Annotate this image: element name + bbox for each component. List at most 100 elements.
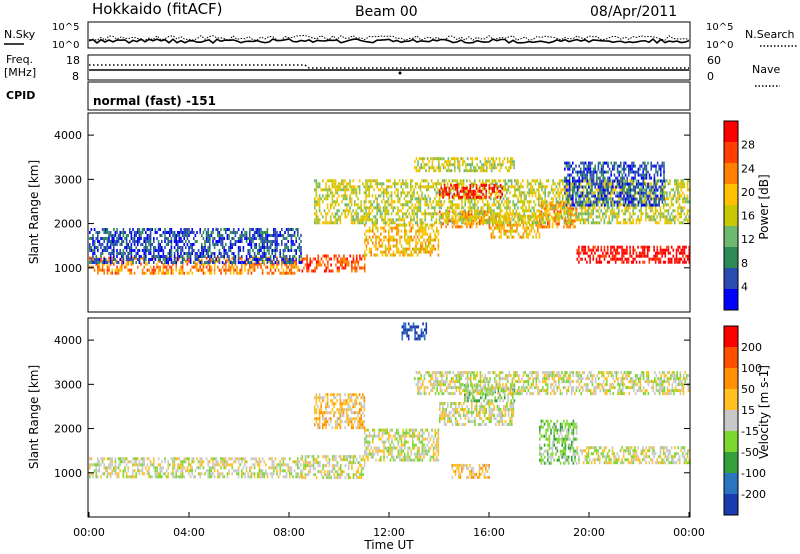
echo-cell [298, 237, 301, 240]
echo-cell [626, 203, 628, 207]
echo-cell [109, 243, 112, 246]
echo-cell [357, 185, 359, 189]
echo-cell [642, 188, 644, 192]
echo-cell [632, 218, 634, 222]
echo-cell [597, 203, 599, 207]
echo-cell [178, 234, 181, 237]
echo-cell [108, 231, 110, 234]
echo-cell [373, 223, 376, 227]
echo-cell [405, 247, 408, 251]
echo-cell [520, 185, 522, 189]
echo-cell [358, 218, 361, 222]
echo-cell [189, 243, 192, 246]
echo-cell [640, 200, 643, 204]
echo-cell [546, 185, 548, 189]
echo-cell [347, 212, 350, 216]
echo-cell [295, 259, 297, 263]
echo-cell [420, 163, 422, 167]
echo-cell [613, 200, 616, 204]
echo-cell [285, 237, 288, 240]
echo-cell [318, 194, 321, 198]
echo-cell [175, 237, 177, 240]
echo-cell [570, 188, 572, 192]
echo-cell [574, 218, 577, 222]
echo-cell [292, 234, 294, 237]
echo-cell [487, 160, 490, 164]
echo-cell [597, 221, 599, 225]
echo-cell [381, 253, 384, 257]
echo-cell [395, 182, 398, 186]
echo-cell [531, 206, 534, 210]
freq-panel: Freq. [MHz] 18 8 60 0 Nave [4, 53, 780, 87]
echo-cell [626, 260, 628, 264]
echo-cell [440, 206, 442, 210]
echo-cell [610, 212, 612, 216]
echo-cell [600, 179, 603, 183]
echo-cell [440, 186, 443, 190]
echo-cell [145, 249, 147, 252]
echo-cell [355, 215, 358, 219]
echo-cell [628, 194, 630, 198]
echo-cell [448, 195, 451, 199]
echo-cell [366, 206, 369, 210]
echo-cell [462, 218, 465, 222]
echo-cell [103, 237, 105, 240]
echo-cell [354, 212, 356, 216]
echo-cell [370, 212, 372, 216]
echo-cell [500, 223, 502, 227]
echo-cell [522, 226, 525, 230]
echo-cell [119, 231, 121, 234]
echo-cell [382, 209, 385, 213]
echo-cell [683, 248, 686, 252]
echo-cell [458, 216, 460, 220]
echo-cell [204, 228, 206, 231]
echo-cell [589, 203, 592, 207]
echo-cell [642, 185, 644, 189]
echo-cell [520, 200, 522, 204]
echo-cell [490, 197, 492, 201]
echo-cell [624, 221, 626, 225]
echo-cell [258, 234, 261, 237]
echo-cell [181, 249, 184, 252]
echo-cell [408, 191, 410, 195]
echo-cell [336, 209, 338, 213]
echo-cell [386, 221, 388, 225]
echo-cell [574, 215, 577, 219]
echo-cell [629, 251, 631, 255]
echo-cell [268, 246, 270, 249]
echo-cell [630, 254, 633, 258]
echo-cell [100, 259, 102, 263]
echo-cell [605, 197, 608, 201]
echo-cell [376, 221, 378, 225]
echo-cell [595, 257, 598, 261]
echo-cell [454, 206, 457, 210]
echo-cell [161, 255, 163, 258]
echo-cell [351, 266, 353, 270]
echo-cell [584, 209, 586, 213]
echo-cell [378, 241, 380, 245]
echo-cell [576, 251, 579, 255]
echo-cell [162, 268, 165, 272]
echo-cell [672, 218, 674, 222]
echo-cell [381, 218, 383, 222]
echo-cell [588, 197, 590, 201]
echo-cell [153, 240, 155, 243]
echo-cell [476, 157, 478, 161]
echo-cell [210, 271, 213, 275]
echo-cell [618, 200, 620, 204]
echo-cell [157, 240, 160, 243]
echo-cell [197, 268, 200, 272]
echo-cell [647, 170, 649, 174]
echo-cell [217, 228, 219, 231]
echo-cell [651, 218, 654, 222]
echo-cell [686, 179, 689, 183]
echo-cell [550, 201, 552, 205]
echo-cell [177, 252, 179, 255]
echo-cell [217, 231, 219, 234]
echo-cell [263, 255, 265, 258]
echo-cell [618, 179, 620, 183]
echo-cell [129, 252, 131, 255]
echo-cell [531, 185, 534, 189]
echo-cell [502, 218, 505, 222]
echo-cell [466, 218, 468, 222]
